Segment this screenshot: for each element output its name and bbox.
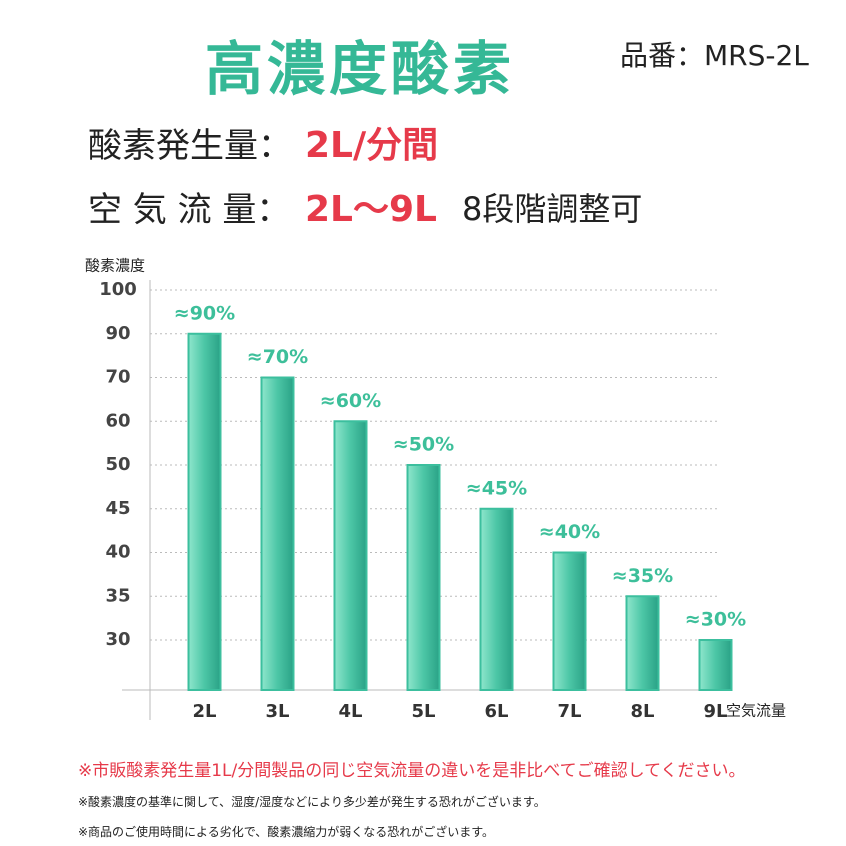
spec-value: 2L～9L xyxy=(305,189,437,230)
data-label: ≈70% xyxy=(247,346,308,368)
bar xyxy=(406,464,441,691)
y-tick-label: 90 xyxy=(105,323,130,344)
spec-label: 空 気 流 量： xyxy=(88,190,291,230)
x-tick-label: 6L xyxy=(485,701,509,722)
bar xyxy=(698,639,733,691)
y-axis-label: 酸素濃度 xyxy=(85,257,145,275)
note: ※酸素濃度の基準に関して、湿度/湿度などにより多少差が発生する恐れがございます。 xyxy=(78,795,546,809)
x-tick-label: 8L xyxy=(631,701,655,722)
y-tick-label: 60 xyxy=(105,410,130,431)
note: ※商品のご使用時間による劣化で、酸素濃縮力が弱くなる恐れがございます。 xyxy=(78,825,495,839)
x-tick-label: 4L xyxy=(339,701,363,722)
spec-label: 酸素発生量： xyxy=(88,126,292,166)
x-tick-label: 7L xyxy=(558,701,582,722)
bar xyxy=(479,507,514,691)
x-tick-label: 3L xyxy=(266,701,290,722)
bar xyxy=(333,420,368,691)
x-axis-label: 空気流量 xyxy=(726,702,786,720)
data-label: ≈90% xyxy=(174,302,235,324)
x-tick-label: 5L xyxy=(412,701,436,722)
y-tick-label: 40 xyxy=(105,542,130,563)
y-tick-label: 100 xyxy=(99,279,137,300)
y-tick-label: 35 xyxy=(105,585,130,606)
y-tick-label: 30 xyxy=(105,629,130,650)
data-label: ≈45% xyxy=(466,477,527,499)
spec-note: 8段階調整可 xyxy=(462,190,643,228)
bar xyxy=(552,551,587,691)
note: ※市販酸素発生量1L/分間製品の同じ空気流量の違いを是非比べてご確認してください… xyxy=(78,761,746,781)
data-label: ≈40% xyxy=(539,521,600,543)
spec-value: 2L/分間 xyxy=(305,125,439,166)
data-label: ≈60% xyxy=(320,390,381,412)
bar xyxy=(260,376,295,691)
title: 高濃度酸素 xyxy=(205,35,516,103)
x-tick-label: 9L xyxy=(704,701,728,722)
data-label: ≈35% xyxy=(612,565,673,587)
x-tick-label: 2L xyxy=(193,701,217,722)
y-tick-label: 70 xyxy=(105,367,130,388)
data-label: ≈30% xyxy=(685,609,746,631)
y-tick-label: 50 xyxy=(105,454,130,475)
bar xyxy=(625,595,660,691)
y-tick-label: 45 xyxy=(105,498,130,519)
bar xyxy=(187,332,222,691)
model: 品番：MRS-2L xyxy=(620,39,809,72)
data-label: ≈50% xyxy=(393,434,454,456)
